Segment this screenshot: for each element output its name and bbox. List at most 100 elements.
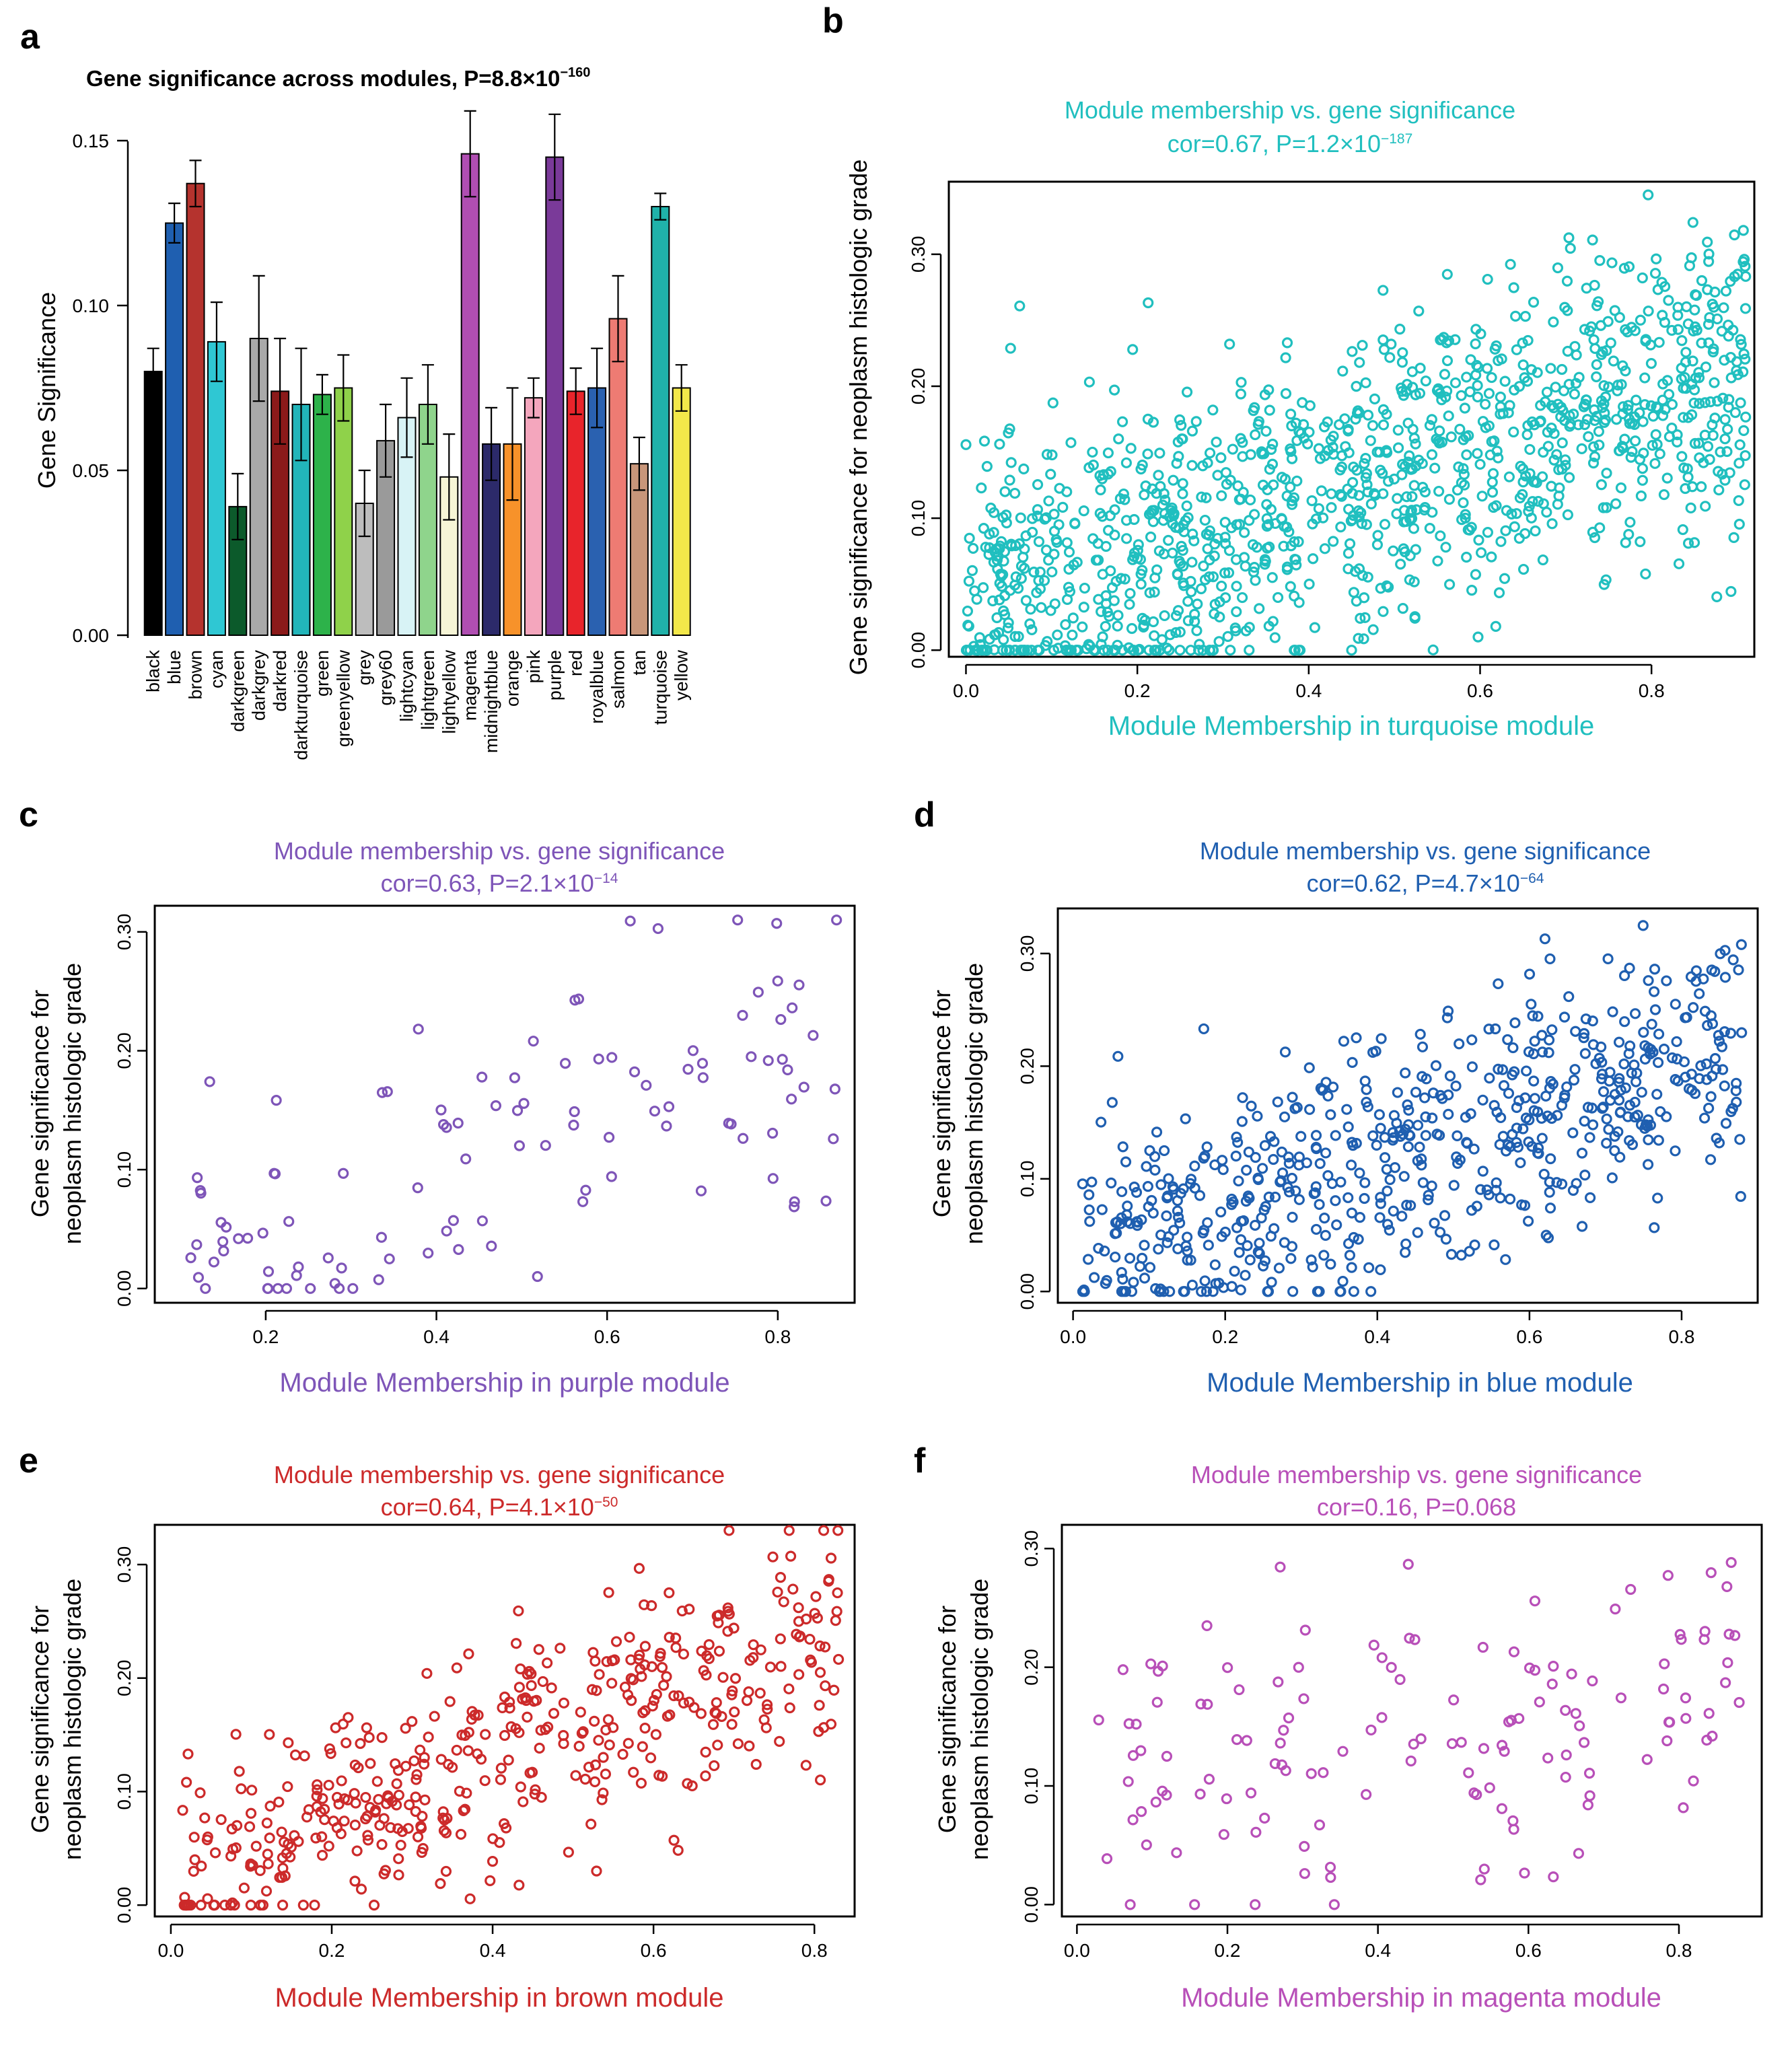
panel-e-ytick-label: 0.30	[114, 1546, 135, 1583]
panel-d-point	[1111, 1227, 1122, 1239]
panel-f-point	[1273, 1676, 1284, 1688]
panel-c-ylabel-line1: Gene significance for	[26, 990, 54, 1217]
panel-b-point	[1558, 385, 1570, 396]
panel-c-scatter: Module membership vs. gene significance …	[26, 837, 856, 1398]
panel-b-point	[1737, 225, 1749, 236]
panel-b-point	[1351, 381, 1362, 392]
panel-d-point	[1346, 1262, 1357, 1273]
panel-b-point	[1635, 536, 1646, 548]
panel-b-point	[1069, 518, 1081, 530]
panel-d-point	[1161, 1237, 1173, 1248]
panel-b-point	[1135, 578, 1147, 590]
panel-c-point	[829, 1083, 840, 1095]
panel-c-point	[593, 1053, 604, 1065]
panel-b-point	[1408, 523, 1420, 534]
panel-b-point	[1424, 420, 1436, 431]
panel-b-point	[999, 486, 1011, 497]
panel-e-point	[832, 1525, 844, 1536]
panel-b-point	[1624, 418, 1636, 429]
panel-b-point	[1124, 598, 1135, 610]
panel-b-point	[1096, 473, 1108, 484]
panel-b-point	[1386, 338, 1397, 350]
panel-d-point	[1198, 1023, 1209, 1035]
panel-e-point	[393, 1789, 404, 1801]
panel-f-point	[1615, 1692, 1627, 1704]
panel-d-point	[1146, 1194, 1157, 1207]
panel-c-point	[649, 1106, 661, 1117]
panel-b-point	[1109, 530, 1120, 541]
panel-e-point	[454, 1785, 466, 1797]
panel-e-point	[261, 1818, 273, 1829]
panel-f-point	[1475, 1874, 1486, 1886]
panel-b-point	[1248, 405, 1259, 417]
panel-e-point	[809, 1608, 820, 1619]
panel-d-point	[1716, 1041, 1727, 1052]
panel-d-point	[1250, 1151, 1261, 1163]
panel-b-point	[1524, 443, 1536, 456]
panel-e-point	[236, 1783, 247, 1795]
panel-a-category-labels: black blue brown cyan darkgreen darkgrey darkr…	[143, 649, 692, 760]
panel-d-point	[1671, 1036, 1682, 1048]
panel-d-point	[1240, 1270, 1251, 1281]
panel-d-point	[1546, 1024, 1558, 1036]
panel-e-point	[726, 1689, 738, 1700]
panel-e-point	[443, 1758, 454, 1770]
panel-e-point	[700, 1746, 711, 1758]
panel-d-point	[1344, 1250, 1356, 1261]
panel-d-point	[1661, 975, 1672, 986]
panel-b-point	[1563, 232, 1575, 244]
panel-d-point	[1314, 1198, 1325, 1210]
panel-e-point	[591, 1685, 602, 1696]
panel-c-point	[215, 1217, 227, 1228]
panel-b-point	[1548, 428, 1560, 439]
panel-e-point	[625, 1673, 637, 1684]
bar-blue	[165, 222, 184, 636]
panel-b-point	[1617, 442, 1628, 454]
panel-d-point	[1543, 1034, 1555, 1046]
panel-d-point	[1259, 1140, 1271, 1151]
panel-b-point	[968, 542, 979, 554]
panel-b-point	[1637, 474, 1649, 486]
bar-brown	[186, 182, 205, 636]
panel-d-point	[1286, 1172, 1298, 1184]
panel-c-axes: 0.2 0.4 0.6 0.80.000.100.200.30	[114, 914, 791, 1347]
panel-d-point	[1542, 1110, 1553, 1122]
panel-d-point	[1242, 1240, 1253, 1252]
panel-b-point	[1576, 443, 1587, 454]
panel-b-point	[1112, 620, 1123, 632]
panel-d-point	[1540, 1090, 1552, 1102]
panel-e-point	[814, 1700, 825, 1711]
panel-b-point	[1666, 422, 1678, 434]
panel-b-point	[1240, 561, 1251, 572]
panel-c-point	[732, 914, 744, 926]
category-label: brown	[186, 650, 206, 700]
panel-e-xtick-label: 0.8	[801, 1940, 828, 1961]
panel-b-point	[1293, 597, 1305, 608]
panel-e-point	[202, 1893, 213, 1904]
panel-e-point	[717, 1672, 729, 1683]
panel-c-point	[490, 1100, 502, 1112]
panel-c-ytick-label: 0.20	[114, 1032, 135, 1069]
panel-d-point	[1373, 1109, 1385, 1120]
panel-f-xtick-label: 0.2	[1215, 1940, 1241, 1961]
panel-d-point	[1694, 1073, 1705, 1084]
panel-b-point	[1702, 236, 1713, 248]
panel-f-point	[1484, 1782, 1495, 1793]
panel-c-point	[723, 1118, 734, 1129]
panel-b-point	[1728, 532, 1740, 543]
panel-e-title-line2-text: cor=0.64, P=4.1×10	[381, 1493, 594, 1521]
panel-f-point	[1659, 1658, 1670, 1669]
panel-b-point	[1281, 337, 1293, 349]
panel-b-point	[1052, 629, 1063, 641]
panel-e-point	[650, 1729, 661, 1740]
panel-b-point	[1589, 451, 1601, 462]
panel-e-point	[772, 1586, 783, 1598]
panel-c-title-exponent: −14	[594, 871, 618, 886]
panel-d-point	[1451, 1151, 1462, 1163]
panel-e-point	[603, 1587, 614, 1598]
category-label: royalblue	[587, 650, 607, 724]
panel-b-point	[1322, 416, 1333, 428]
panel-e-point	[656, 1661, 668, 1674]
panel-f-point	[1157, 1660, 1168, 1672]
panel-e-point	[793, 1669, 805, 1680]
